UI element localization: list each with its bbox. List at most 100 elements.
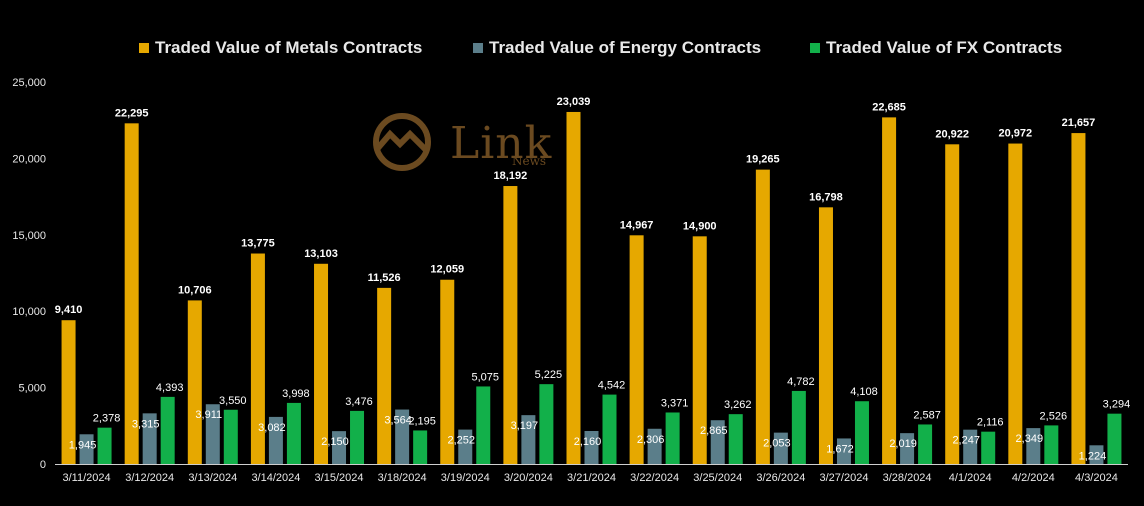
data-label-fx: 5,225 <box>535 369 563 381</box>
data-label-energy: 3,197 <box>511 420 539 432</box>
y-tick-label: 15,000 <box>12 230 46 242</box>
x-tick-label: 3/14/2024 <box>251 472 300 484</box>
x-tick-label: 3/25/2024 <box>693 472 742 484</box>
bar-fx <box>1044 425 1059 464</box>
data-label-energy: 1,672 <box>826 443 854 455</box>
data-label-fx: 2,587 <box>913 409 941 421</box>
bar-energy <box>710 420 725 464</box>
bar-metals <box>440 279 455 464</box>
y-tick-label: 20,000 <box>12 153 46 165</box>
data-label-fx: 3,294 <box>1103 399 1131 411</box>
bar-fx <box>97 427 112 464</box>
bar-fx <box>791 390 806 464</box>
x-tick-label: 3/12/2024 <box>125 472 174 484</box>
y-tick-label: 5,000 <box>18 383 46 395</box>
data-label-metals: 20,972 <box>998 128 1032 140</box>
link-logo-icon <box>373 113 431 171</box>
x-tick-label: 3/15/2024 <box>315 472 364 484</box>
data-label-energy: 2,247 <box>952 435 980 447</box>
data-label-energy: 3,564 <box>384 415 412 427</box>
data-label-fx: 3,550 <box>219 395 247 407</box>
data-label-energy: 2,865 <box>700 425 728 437</box>
bar-metals <box>1008 143 1023 464</box>
bar-energy <box>395 409 410 464</box>
x-tick-label: 3/22/2024 <box>630 472 679 484</box>
data-label-energy: 2,150 <box>321 436 349 448</box>
data-label-metals: 9,410 <box>55 304 83 316</box>
legend-label-metals: Traded Value of Metals Contracts <box>155 38 423 57</box>
bar-fx <box>918 424 933 464</box>
bar-energy <box>458 429 473 464</box>
data-label-energy: 3,911 <box>195 409 222 421</box>
x-tick-label: 3/18/2024 <box>378 472 427 484</box>
bar-metals <box>503 186 518 464</box>
data-label-fx: 2,378 <box>93 413 121 425</box>
bar-energy <box>773 432 788 464</box>
x-tick-label: 4/2/2024 <box>1012 472 1055 484</box>
data-label-fx: 3,262 <box>724 399 752 411</box>
bar-energy <box>836 438 851 464</box>
data-label-metals: 19,265 <box>746 154 780 166</box>
data-label-energy: 2,252 <box>447 435 475 447</box>
data-label-energy: 3,315 <box>132 418 160 430</box>
data-label-metals: 11,526 <box>368 272 401 284</box>
bar-energy <box>205 404 220 464</box>
bar-energy <box>268 416 283 464</box>
y-tick-label: 10,000 <box>12 306 46 318</box>
bar-fx <box>223 409 238 464</box>
data-label-metals: 10,706 <box>178 284 212 296</box>
data-label-fx: 5,075 <box>471 371 499 383</box>
data-label-fx: 2,526 <box>1040 410 1068 422</box>
data-label-fx: 4,108 <box>850 386 878 398</box>
data-label-energy: 2,160 <box>574 436 602 448</box>
bar-metals <box>250 253 265 464</box>
data-label-fx: 3,998 <box>282 388 310 400</box>
legend-swatch-metals <box>139 43 149 53</box>
bar-metals <box>124 123 139 464</box>
data-label-metals: 14,967 <box>620 219 654 231</box>
data-label-fx: 4,542 <box>598 380 626 392</box>
bar-energy <box>900 433 915 464</box>
bar-energy <box>521 415 536 464</box>
bar-fx <box>981 431 996 464</box>
data-label-metals: 12,059 <box>430 264 464 276</box>
data-label-metals: 22,685 <box>872 101 906 113</box>
bar-energy <box>79 434 94 464</box>
x-tick-label: 3/21/2024 <box>567 472 616 484</box>
legend-item-fx: Traded Value of FX Contracts <box>810 38 1062 58</box>
data-label-energy: 1,945 <box>69 439 97 451</box>
bar-fx <box>286 402 301 464</box>
bar-metals <box>61 320 76 464</box>
bar-metals <box>566 111 581 464</box>
data-label-fx: 4,393 <box>156 382 184 394</box>
legend-label-fx: Traded Value of FX Contracts <box>826 38 1063 57</box>
bar-fx <box>1107 413 1122 464</box>
bar-fx <box>854 401 869 464</box>
bar-fx <box>350 410 365 464</box>
watermark-sub: News <box>512 154 547 168</box>
bar-energy <box>963 429 978 464</box>
y-tick-label: 25,000 <box>12 77 46 89</box>
x-tick-label: 3/19/2024 <box>441 472 490 484</box>
bar-fx <box>728 414 743 464</box>
bar-fx <box>413 430 428 464</box>
watermark-logo: Link News <box>366 112 576 172</box>
bar-metals <box>755 169 770 464</box>
data-label-metals: 13,103 <box>304 248 338 260</box>
legend-item-metals: Traded Value of Metals Contracts <box>139 38 422 58</box>
bar-metals <box>692 236 707 464</box>
x-tick-label: 3/20/2024 <box>504 472 553 484</box>
data-label-metals: 21,657 <box>1062 117 1096 129</box>
bar-fx <box>539 384 554 464</box>
bar-energy <box>1089 445 1104 464</box>
bar-energy <box>1026 428 1041 464</box>
legend-swatch-energy <box>473 43 483 53</box>
data-label-metals: 20,922 <box>935 128 969 140</box>
data-label-metals: 13,775 <box>241 238 275 250</box>
data-label-metals: 18,192 <box>494 170 528 182</box>
legend-swatch-fx <box>810 43 820 53</box>
data-label-fx: 3,476 <box>345 396 373 408</box>
x-tick-label: 4/3/2024 <box>1075 472 1118 484</box>
bar-energy <box>332 431 347 464</box>
